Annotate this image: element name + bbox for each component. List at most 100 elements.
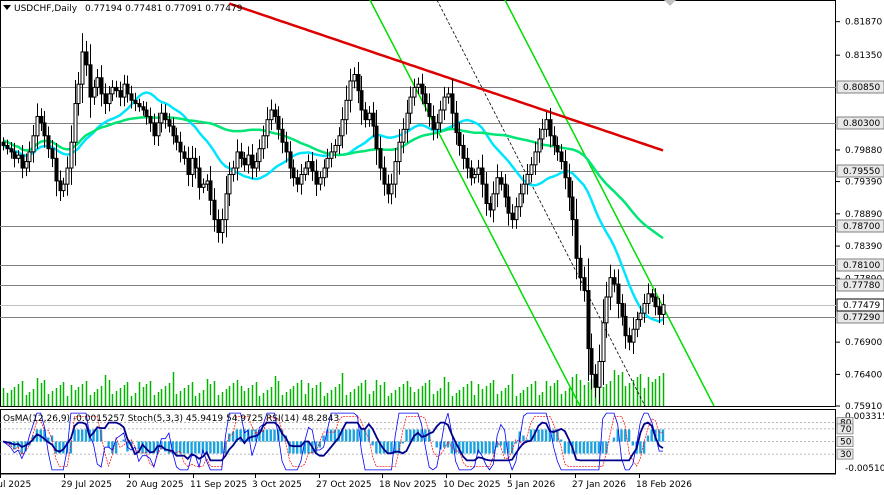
- candle-body: [378, 148, 383, 169]
- osma-bar: [642, 441, 646, 454]
- osma-bar: [469, 441, 472, 454]
- candles[interactable]: [1, 33, 666, 405]
- candle-body: [50, 148, 55, 159]
- triangle-down-icon[interactable]: [3, 5, 11, 10]
- ma-slow-line: [228, 2, 664, 152]
- candle-body: [570, 196, 575, 221]
- osma-bar: [639, 441, 642, 454]
- candle-body: [518, 193, 523, 208]
- osma-bar: [454, 441, 457, 454]
- osma-bar: [265, 429, 269, 442]
- level-lines: [0, 87, 836, 318]
- level-label-box: [836, 278, 884, 292]
- candle-body: [288, 151, 293, 169]
- osma-bar: [114, 441, 118, 454]
- osma-bar: [239, 429, 242, 442]
- osma-bar: [171, 441, 174, 454]
- level-label-box: [836, 116, 884, 130]
- osma-bar: [179, 441, 182, 454]
- candle-body: [480, 167, 485, 185]
- candle-body: [627, 335, 632, 343]
- osma-bar: [111, 441, 114, 454]
- candle-body: [548, 119, 553, 137]
- candle-body: [552, 135, 557, 146]
- osma-bar: [409, 429, 412, 442]
- candle-body: [239, 151, 244, 159]
- osma-bar: [582, 441, 585, 454]
- time-tick-label: 20 Aug 2025: [126, 480, 184, 490]
- osma-bar: [99, 429, 103, 442]
- candle-body: [469, 167, 474, 179]
- candle-body: [133, 99, 138, 105]
- osma-bar: [186, 441, 189, 454]
- candle-body: [280, 128, 285, 143]
- osma-bar: [322, 435, 325, 442]
- channel-mid-line: [436, 0, 646, 407]
- osma-bar: [567, 441, 570, 454]
- candle-body: [408, 96, 413, 114]
- osma-bar: [563, 441, 567, 454]
- osma-bar: [194, 441, 197, 454]
- candle-body: [322, 167, 327, 179]
- osma-bar: [175, 441, 178, 454]
- candle-body: [329, 151, 334, 159]
- candle-body: [356, 74, 361, 92]
- osma-bar: [148, 441, 152, 454]
- osma-bar: [367, 429, 371, 442]
- candle-body: [224, 193, 229, 221]
- candle-body: [389, 183, 394, 195]
- osma-bar: [197, 441, 201, 454]
- candle-body: [273, 109, 278, 117]
- osma-bar: [352, 429, 355, 442]
- osma-bar: [556, 429, 559, 442]
- time-tick-label: 3 Oct 2025: [252, 480, 302, 490]
- osma-bar: [299, 441, 303, 454]
- corner-arrow-icon[interactable]: [664, 0, 676, 6]
- candle-body: [397, 141, 402, 163]
- indicator-axis: 0.003315-0.00510880705030: [836, 412, 884, 474]
- candle-body: [299, 173, 304, 185]
- osma-bar: [390, 441, 393, 454]
- candle-body: [61, 183, 66, 192]
- osma-bar: [107, 441, 110, 448]
- candle-body: [423, 93, 428, 105]
- candle-body: [107, 93, 112, 105]
- level-label-box: [836, 258, 884, 272]
- candle-body: [359, 90, 364, 111]
- candle-body: [35, 115, 40, 137]
- candle-body: [472, 173, 477, 179]
- price-tick-label: 0.81350: [845, 51, 882, 61]
- candle-body: [291, 167, 296, 179]
- indicator-level-box: [836, 436, 854, 447]
- candle-body: [156, 122, 161, 137]
- time-tick-label: 27 Jan 2026: [572, 480, 626, 490]
- price-tick-label: 0.78390: [845, 242, 882, 252]
- candle-body: [227, 173, 232, 195]
- osma-bar: [375, 441, 378, 454]
- candle-body: [601, 322, 606, 363]
- osma-bar: [314, 441, 318, 454]
- candle-body: [167, 119, 172, 127]
- osma-bar: [201, 441, 205, 454]
- candle-body: [257, 148, 262, 163]
- candle-body: [235, 151, 240, 169]
- candle-body: [325, 157, 330, 169]
- candle-body: [635, 319, 640, 330]
- candle-body: [220, 219, 225, 234]
- osma-bar: [341, 429, 344, 442]
- osma-bar: [624, 429, 627, 442]
- candle-body: [582, 277, 587, 292]
- osma-bar: [326, 429, 329, 442]
- candle-body: [261, 135, 266, 150]
- candle-body: [612, 277, 617, 285]
- candle-body: [269, 109, 274, 121]
- time-tick-label: 29 Jul 2025: [61, 480, 112, 490]
- osma-bar: [559, 439, 563, 442]
- candle-body: [563, 161, 568, 179]
- osma-bar: [54, 441, 57, 454]
- candle-body: [529, 164, 534, 175]
- osma-bar: [522, 435, 525, 442]
- osma-bar: [250, 429, 254, 442]
- level-labels: 0.80850 0.80300 0.79550 0.78700 0.78100 0.777…: [836, 80, 884, 324]
